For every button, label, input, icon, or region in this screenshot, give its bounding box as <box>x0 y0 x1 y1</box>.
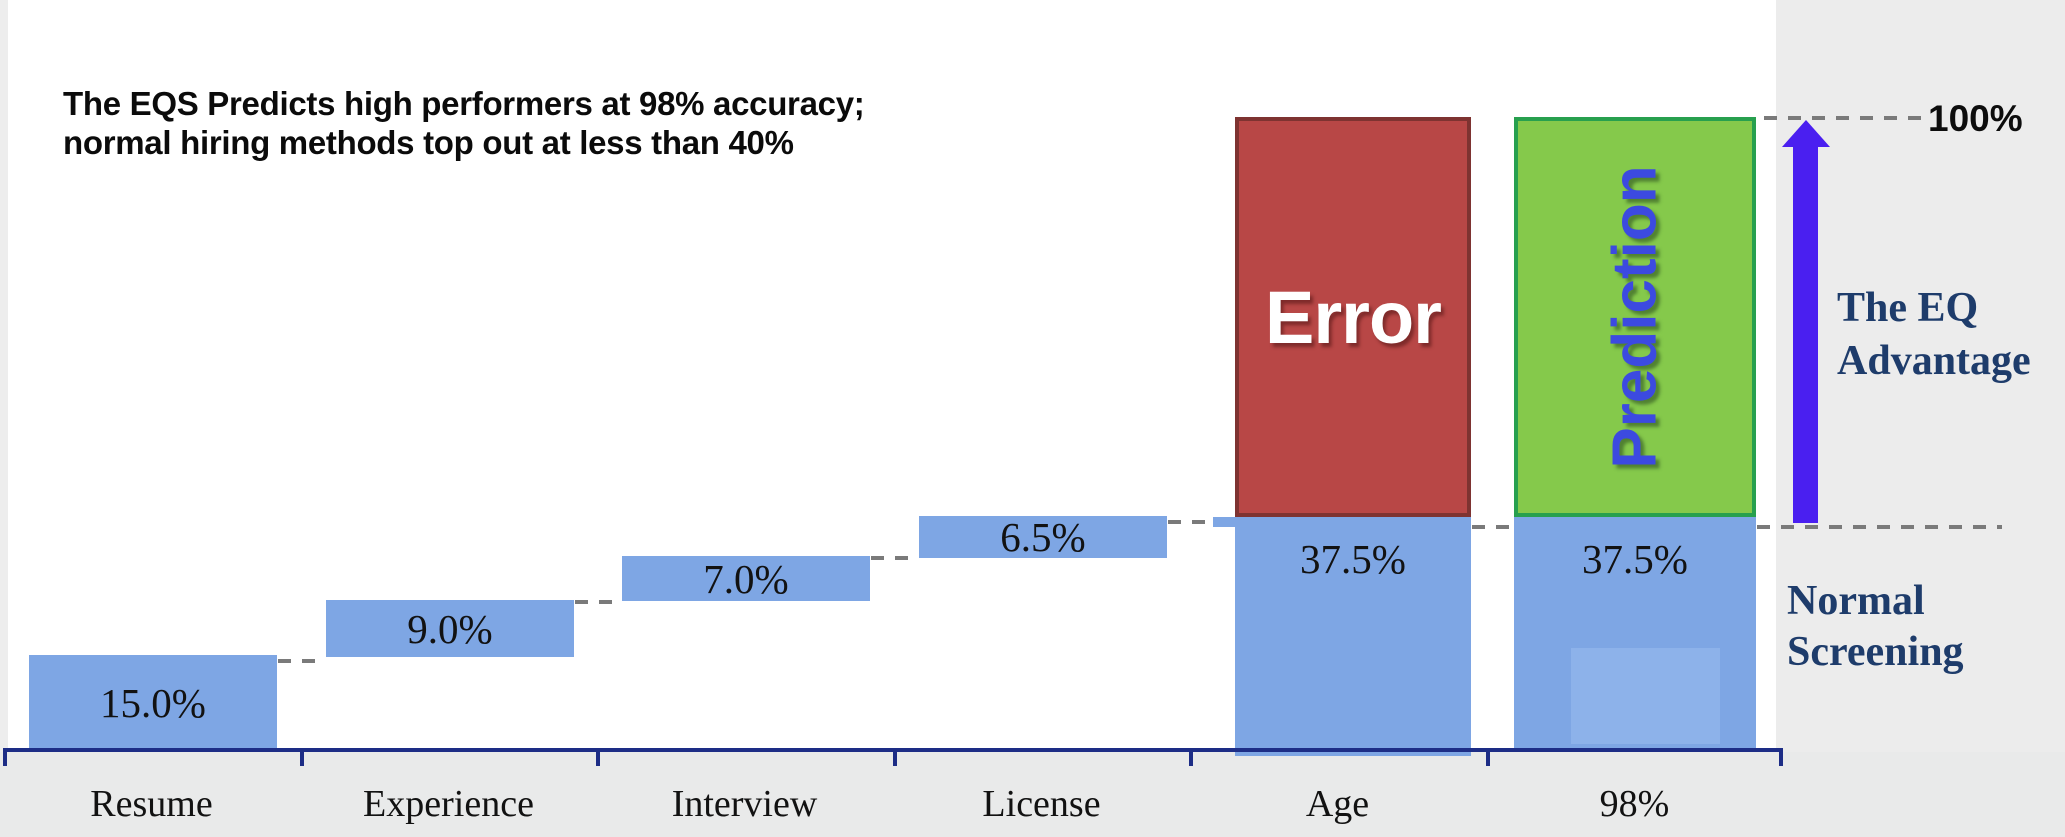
error-label: Error <box>1265 275 1442 359</box>
bar-value-label-interview: 7.0% <box>703 555 789 602</box>
axis-tick <box>596 749 600 766</box>
eq-advantage-line1: The EQ <box>1837 285 1979 331</box>
x-label-license: License <box>982 783 1101 825</box>
up-arrow-icon <box>1782 120 1830 147</box>
bar-license: 6.5% <box>919 514 1167 560</box>
axis-tick <box>1189 749 1193 766</box>
bar-value-label-final: 37.5% <box>1582 536 1688 582</box>
normal-screening-line1: Normal <box>1787 578 1925 624</box>
eq-advantage-line2: Advantage <box>1837 338 2031 384</box>
bar-resume: 15.0% <box>29 655 277 751</box>
hundred-percent-level-dash <box>1764 116 1928 120</box>
x-label-98pct: 98% <box>1599 783 1670 825</box>
normal-screening-line2: Screening <box>1787 629 1964 675</box>
connector-experience-interview <box>575 600 622 604</box>
chart-title-line1: The EQS Predicts high performers at 98% … <box>63 85 865 122</box>
left-edge-strip <box>0 0 8 837</box>
bar-value-label-experience: 9.0% <box>407 605 493 652</box>
bar-value-label-license: 6.5% <box>1000 514 1086 560</box>
x-label-resume: Resume <box>90 783 213 825</box>
axis-tick <box>893 749 897 766</box>
error-bar: Error <box>1235 117 1471 517</box>
hundred-percent-label: 100% <box>1928 98 2023 139</box>
connector-resume-experience <box>278 659 326 663</box>
chart-title-line2: normal hiring methods top out at less th… <box>63 124 794 161</box>
axis-tick <box>1779 749 1783 766</box>
axis-tick <box>300 749 304 766</box>
x-label-interview: Interview <box>671 783 818 825</box>
bar-value-label-resume: 15.0% <box>100 680 206 726</box>
eq-advantage-arrow-shaft <box>1793 145 1818 523</box>
bar-age-base: 37.5% <box>1235 517 1471 756</box>
connector-age-final <box>1472 525 1514 529</box>
connector-interview-license <box>871 556 919 560</box>
normal-screening-level-dash <box>1757 525 2002 529</box>
axis-tick <box>3 749 7 766</box>
x-label-age: Age <box>1305 783 1370 825</box>
x-label-experience: Experience <box>363 783 534 825</box>
axis-tick <box>1486 749 1490 766</box>
bar-value-label-age: 37.5% <box>1300 536 1406 582</box>
normal-screening-label: Normal Screening <box>1787 576 1964 678</box>
eq-advantage-label: The EQ Advantage <box>1837 282 2031 388</box>
prediction-label: Prediction <box>1600 165 1670 469</box>
prediction-bar: Prediction <box>1514 117 1756 517</box>
connector-nub <box>1213 517 1237 527</box>
connector-license-age <box>1168 520 1214 524</box>
bar-experience: 9.0% <box>326 600 574 657</box>
bar-interview: 7.0% <box>622 555 870 602</box>
chart-title: The EQS Predicts high performers at 98% … <box>63 84 1043 162</box>
axis-label-band <box>0 752 2065 837</box>
final-bar-highlight <box>1571 648 1720 744</box>
